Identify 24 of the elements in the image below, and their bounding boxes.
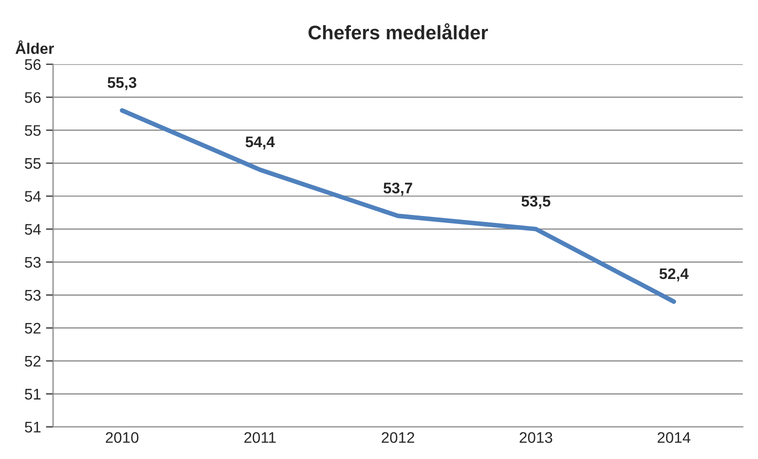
- y-tick-label: 53: [24, 256, 41, 268]
- x-tick-label: 2011: [244, 432, 276, 443]
- data-label: 53,7: [384, 182, 412, 196]
- y-tick-label: 54: [24, 191, 41, 202]
- data-label: 54,4: [246, 136, 275, 150]
- y-tick-label: 56: [24, 92, 41, 103]
- y-tick-label: 52: [24, 322, 40, 334]
- data-label: 53,5: [522, 196, 550, 209]
- y-tick-label: 51: [24, 388, 41, 400]
- y-tick-label: 55: [24, 125, 41, 136]
- y-tick-label: 55: [24, 158, 41, 169]
- y-tick-label: 51: [24, 422, 41, 433]
- y-tick-label: 54: [24, 224, 41, 235]
- data-label: 52,4: [659, 268, 689, 282]
- y-axis-title: Ålder: [16, 40, 54, 54]
- y-tick-label: 53: [24, 290, 41, 301]
- x-tick-label: 2013: [520, 432, 552, 443]
- x-tick-label: 2014: [658, 432, 690, 443]
- chart-title: Chefers medelålder: [308, 23, 488, 40]
- x-tick-label: 2010: [106, 432, 138, 443]
- x-tick-label: 2012: [382, 432, 414, 443]
- y-tick-label: 52: [24, 356, 40, 367]
- data-label: 55,3: [108, 77, 136, 90]
- y-tick-label: 56: [24, 59, 41, 70]
